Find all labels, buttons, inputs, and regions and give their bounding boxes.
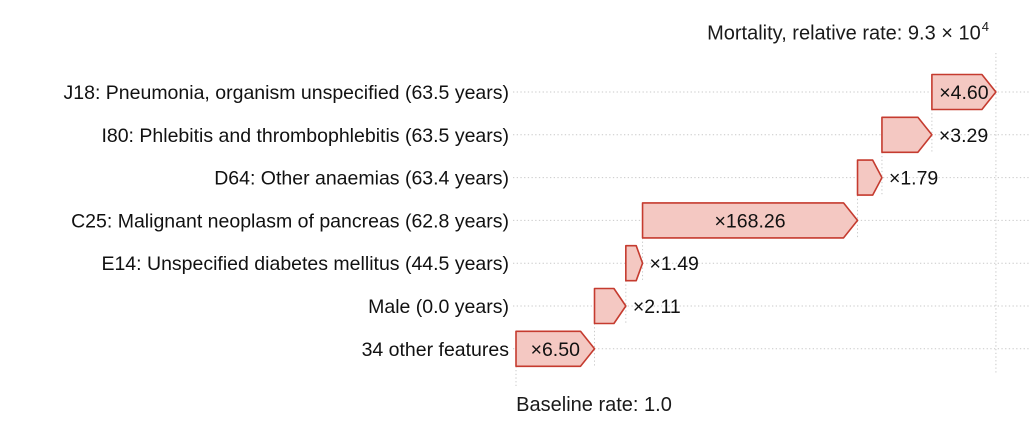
row-label: D64: Other anaemias (63.4 years): [214, 168, 509, 190]
waterfall-bar: [641, 202, 859, 239]
waterfall-bar: [515, 330, 596, 368]
row-label: Male (0.0 years): [368, 296, 509, 318]
bar-value-label: ×3.29: [939, 125, 988, 147]
bar-value-label: ×2.11: [633, 296, 681, 318]
baseline-rate-label: Baseline rate: 1.0: [516, 394, 672, 416]
chart-title: Mortality, relative rate: 9.3 × 104: [707, 19, 989, 46]
bar-value-label: ×1.79: [889, 168, 938, 190]
waterfall-bar: [931, 73, 997, 111]
bar-value-label: ×4.60: [939, 82, 988, 104]
bar-value-label: ×6.50: [531, 339, 580, 361]
row-label: J18: Pneumonia, organism unspecified (63…: [64, 82, 510, 104]
row-label: C25: Malignant neoplasm of pancreas (62.…: [71, 210, 509, 232]
waterfall-bar: [856, 159, 883, 196]
waterfall-bar: [593, 287, 627, 325]
row-label: I80: Phlebitis and thrombophlebitis (63.…: [101, 125, 509, 147]
chart-title-text: Mortality, relative rate: 9.3 × 10: [707, 22, 981, 45]
waterfall-bar: [625, 244, 644, 282]
bar-value-label: ×168.26: [715, 210, 786, 232]
chart-title-exponent: 4: [981, 19, 989, 34]
waterfall-bar: [881, 116, 933, 154]
row-label: 34 other features: [362, 339, 510, 361]
bar-value-label: ×1.49: [650, 253, 699, 275]
row-label: E14: Unspecified diabetes mellitus (44.5…: [101, 253, 509, 275]
